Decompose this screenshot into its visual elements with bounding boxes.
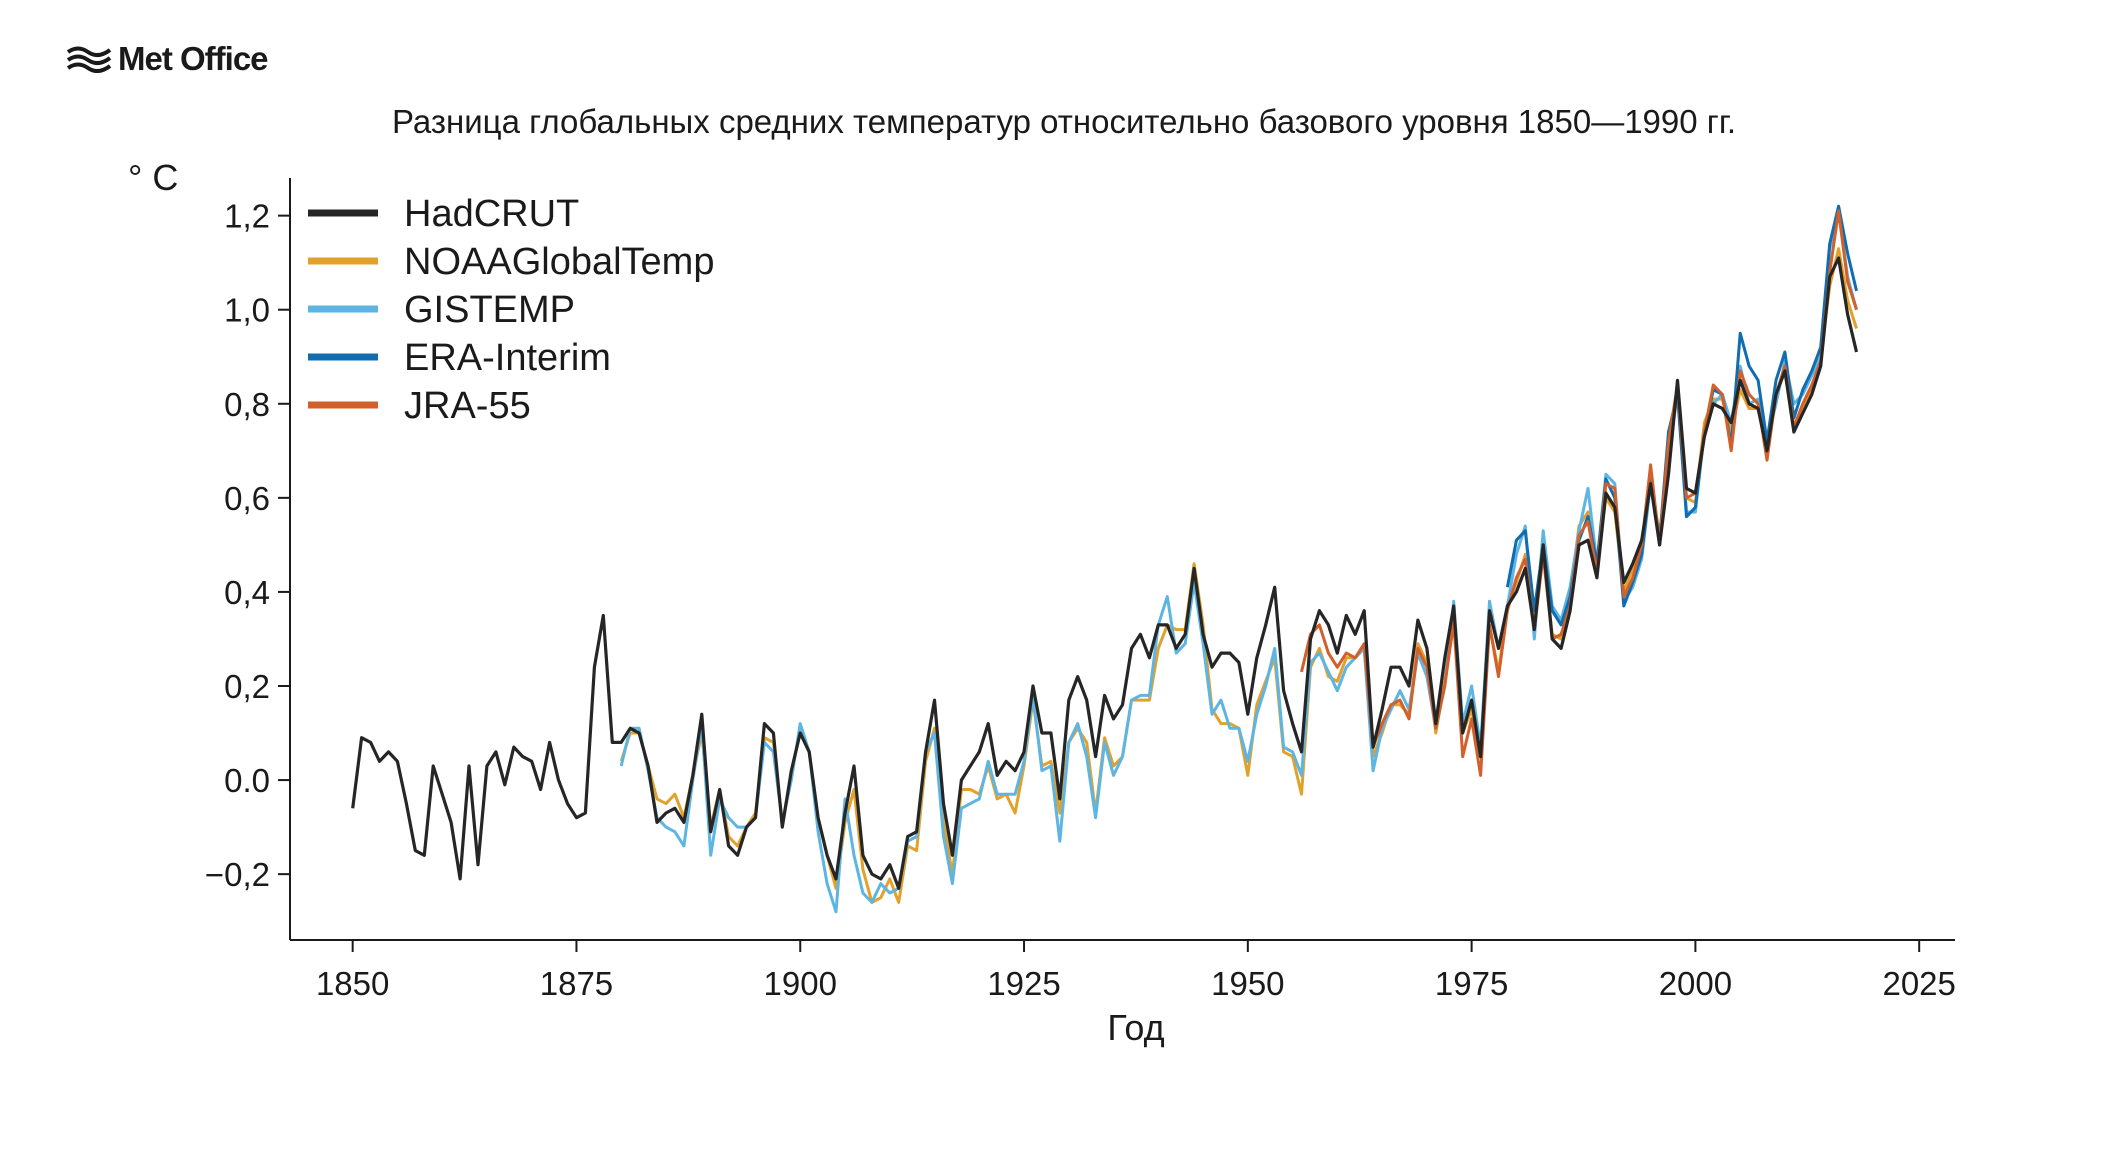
- y-tick-label: 0,2: [224, 668, 270, 705]
- x-axis-label: Год: [1107, 1007, 1164, 1048]
- x-tick-label: 1925: [987, 965, 1060, 1002]
- y-tick-label: 0,4: [224, 574, 270, 611]
- waves-icon: [66, 46, 112, 73]
- legend-label: HadCRUT: [404, 193, 579, 235]
- x-ticks: 1850 1875 1900 1925 1950 1975 2000 2025: [316, 940, 1956, 1002]
- y-tick-label: −0,2: [205, 856, 270, 893]
- y-tick-label: 0.0: [224, 762, 270, 799]
- met-office-logo: Met Office: [66, 40, 269, 78]
- x-tick-label: 1950: [1211, 965, 1284, 1002]
- series-line-hadcrut: [351, 256, 1859, 890]
- legend-label: ERA-Interim: [404, 337, 611, 379]
- y-tick-label: 1,2: [224, 198, 270, 235]
- x-tick-label: 1900: [764, 965, 837, 1002]
- series-layer: [351, 204, 1859, 914]
- legend-label: GISTEMP: [404, 289, 575, 331]
- y-tick-label: 0,8: [224, 386, 270, 423]
- series-line-noaaglobaltemp: [619, 247, 1858, 904]
- x-tick-label: 2000: [1659, 965, 1732, 1002]
- chart-title: Разница глобальных средних температур от…: [391, 103, 1736, 140]
- x-tick-label: 1850: [316, 965, 389, 1002]
- series-line-gistemp: [619, 209, 1858, 914]
- x-tick-label: 2025: [1882, 965, 1955, 1002]
- x-tick-label: 1975: [1435, 965, 1508, 1002]
- legend: HadCRUT NOAAGlobalTemp GISTEMP ERA-Interim J…: [308, 193, 714, 427]
- y-ticks: −0,2 0.0 0,2 0,4 0,6 0,8 1,0 1,2: [205, 198, 290, 893]
- y-axis-label: ° C: [128, 157, 178, 198]
- y-tick-label: 1,0: [224, 292, 270, 329]
- y-tick-label: 0,6: [224, 480, 270, 517]
- legend-label: JRA-55: [404, 385, 531, 427]
- x-tick-label: 1875: [540, 965, 613, 1002]
- legend-label: NOAAGlobalTemp: [404, 241, 714, 283]
- logo-text: Met Office: [118, 40, 269, 77]
